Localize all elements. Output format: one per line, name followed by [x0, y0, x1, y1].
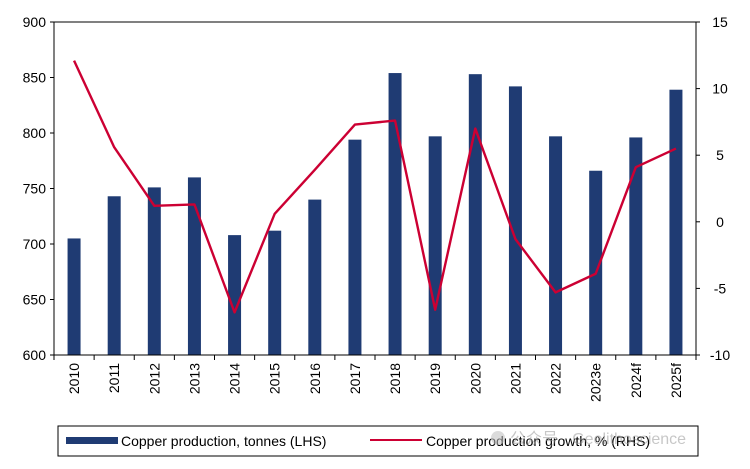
- bar-2024f: [629, 137, 643, 355]
- y-left-tick-label: 800: [23, 125, 47, 141]
- y-right-tick-label: 10: [712, 81, 728, 97]
- x-tick-label-2023e: 2023e: [588, 363, 604, 402]
- x-tick-label-2024f: 2024f: [628, 363, 644, 398]
- bar-2020: [468, 74, 482, 356]
- x-tick-label-2020: 2020: [467, 363, 483, 394]
- wechat-icon: [491, 431, 505, 445]
- ticks-layer: 600 650 700 750 800 850 900 -10 -5 0 5 10 15 2010 2011…: [23, 14, 731, 402]
- x-tick-label-2021: 2021: [507, 363, 523, 394]
- x-tick-label-2019: 2019: [427, 363, 443, 394]
- y-left-tick-label: 600: [23, 347, 47, 363]
- bar-2023e: [589, 170, 603, 355]
- bar-2014: [228, 235, 242, 355]
- bar-2018: [388, 73, 402, 355]
- x-tick-label-2016: 2016: [307, 363, 323, 394]
- x-tick-label-2013: 2013: [186, 363, 202, 394]
- y-left-tick-label: 700: [23, 236, 47, 252]
- bar-2022: [549, 136, 563, 355]
- bar-2019: [428, 136, 442, 355]
- legend-label-line: Copper production growth, % (RHS): [426, 433, 650, 449]
- bar-2015: [268, 230, 282, 355]
- watermark-text: 公众号 · Geolithoscience: [510, 430, 686, 448]
- y-right-tick-label: -5: [714, 280, 727, 296]
- x-tick-label-2010: 2010: [66, 363, 82, 394]
- bar-2013: [187, 177, 201, 355]
- x-tick-label-2017: 2017: [347, 363, 363, 394]
- bar-2012: [147, 187, 161, 355]
- bar-2017: [348, 139, 362, 355]
- bar-2011: [107, 196, 121, 355]
- x-tick-label-2011: 2011: [106, 363, 122, 393]
- x-tick-label-2018: 2018: [387, 363, 403, 394]
- line-layer: [72, 60, 677, 314]
- x-tick-label-2014: 2014: [227, 363, 243, 394]
- x-tick-label-2025f: 2025f: [668, 363, 684, 398]
- watermark: 公众号 · Geolithoscience: [491, 430, 686, 448]
- legend-swatch-bar: [66, 437, 118, 444]
- y-right-tick-label: 15: [712, 14, 728, 30]
- bar-2010: [67, 238, 81, 355]
- bars-layer: [67, 73, 683, 356]
- y-right-tick-label: 5: [716, 147, 724, 163]
- bar-2016: [308, 199, 322, 355]
- y-left-tick-label: 650: [23, 292, 47, 308]
- growth-line: [72, 60, 677, 314]
- bar-2021: [508, 86, 522, 355]
- y-right-tick-label: -10: [710, 347, 730, 363]
- x-tick-label-2022: 2022: [548, 363, 564, 394]
- y-left-tick-label: 900: [23, 14, 47, 30]
- x-tick-label-2012: 2012: [146, 363, 162, 394]
- legend-label-bar: Copper production, tonnes (LHS): [121, 433, 326, 449]
- y-left-tick-label: 850: [23, 70, 47, 86]
- y-right-tick-label: 0: [716, 214, 724, 230]
- x-tick-label-2015: 2015: [267, 363, 283, 394]
- bar-2025f: [669, 89, 683, 356]
- y-left-tick-label: 750: [23, 181, 47, 197]
- legend: Copper production, tonnes (LHS) Copper p…: [57, 425, 699, 457]
